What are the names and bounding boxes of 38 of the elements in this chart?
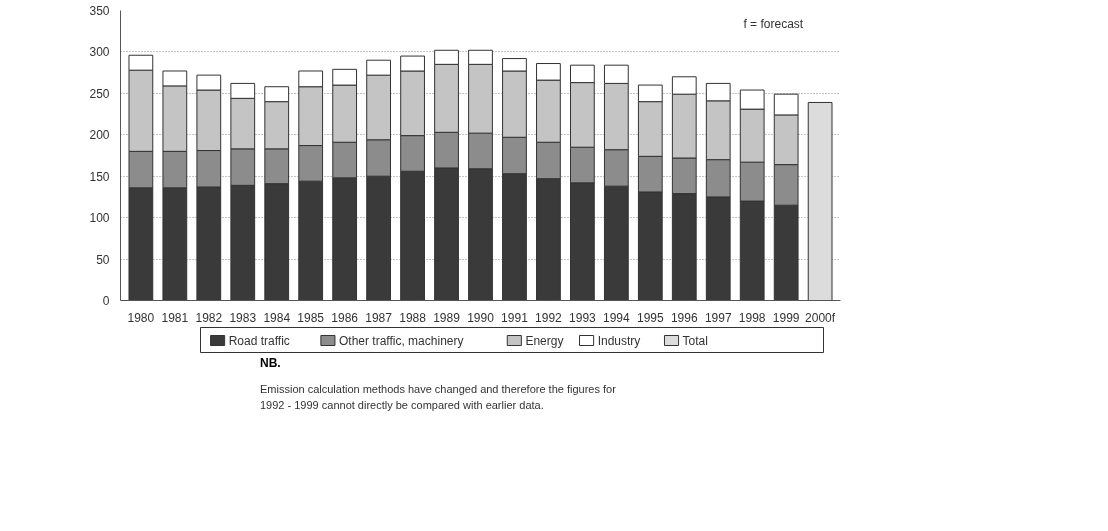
x-tick-label: 1992 [535,310,563,325]
y-tick-label: 350 [89,4,110,18]
x-tick-label: 1995 [636,310,664,325]
y-tick-label: 0 [102,294,110,308]
x-tick-label: 1981 [161,310,189,325]
y-tick-label: 250 [89,86,110,101]
legend-label: Energy [525,333,564,348]
bar [807,101,833,301]
x-tick-label: 1982 [195,310,223,325]
legend-label: Total [682,333,708,348]
text: Emission calculation methods have changed and therefore the figures for 1992 - 1999 cannot directly be compared with earlier data. [260,382,617,413]
x-tick-label: 1998 [738,310,766,325]
x-tick-label: 1996 [670,310,698,325]
x-tick-label: 1999 [772,310,800,325]
text: NB. [260,355,281,372]
x-tick-label: 1987 [365,310,393,325]
x-tick-label: 1988 [399,310,427,325]
x-tick-label: 1997 [704,310,732,325]
y-tick-label: 150 [89,169,110,184]
y-tick-label: 300 [89,45,110,60]
legend-label: Road traffic [228,333,290,348]
x-tick-label: 1989 [433,310,461,325]
x-tick-label: 1980 [127,310,155,325]
x-tick-label: 1985 [297,310,325,325]
legend-label: Other traffic, machinery [338,333,464,348]
y-tick-label: 100 [89,211,110,226]
x-tick-label: 2000f [805,310,836,325]
y-tick-label: 200 [89,128,110,143]
y-tick-label: 50 [96,252,110,267]
x-tick-label: 1994 [603,310,631,325]
x-tick-label: 1990 [467,310,495,325]
x-tick-label: 1983 [229,310,257,325]
x-tick-label: 1991 [501,310,529,325]
x-tick-label: 1986 [331,310,359,325]
legend-label: Industry [597,333,641,348]
x-tick-label: 1984 [263,310,291,325]
annotation: f = forecast [743,17,804,32]
x-tick-label: 1993 [569,310,597,325]
